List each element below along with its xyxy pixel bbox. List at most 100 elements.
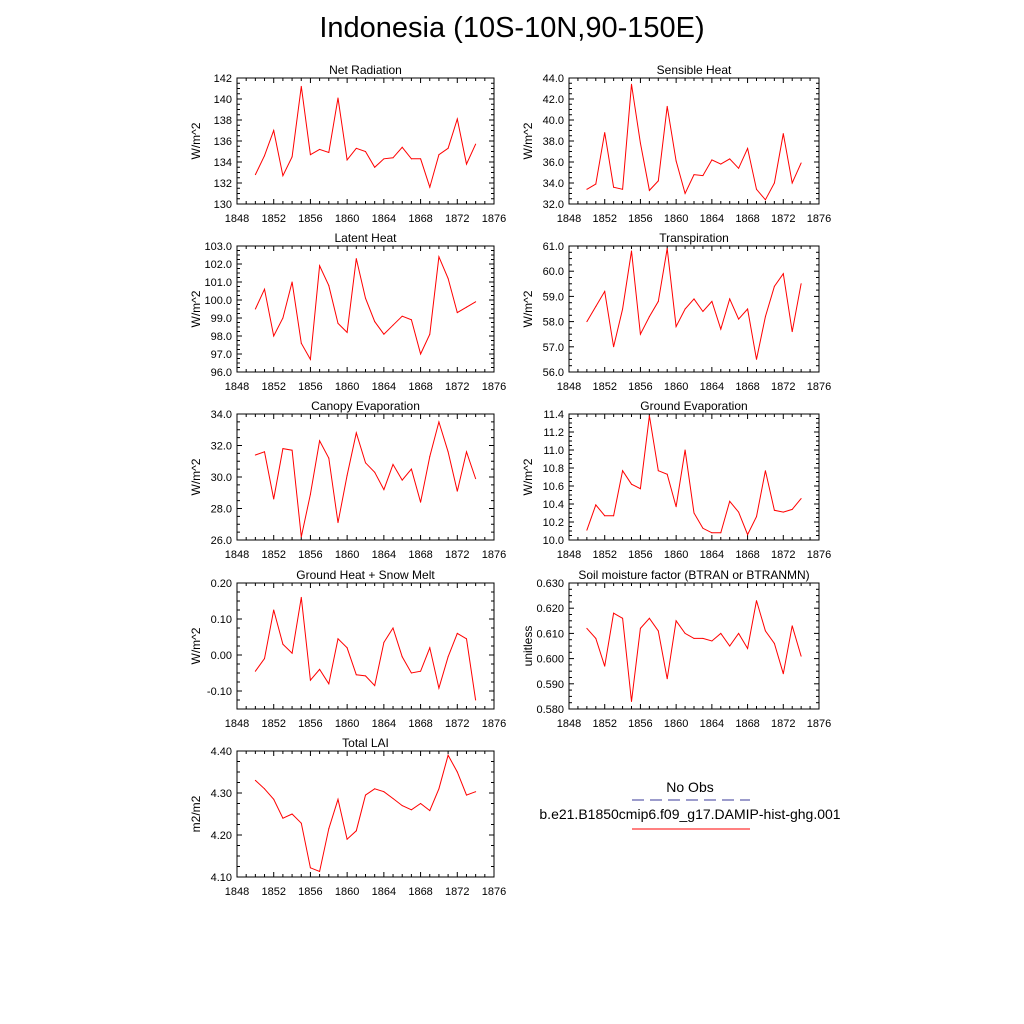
x-tick-label: 1864 <box>372 213 396 225</box>
chart-title: Transpiration <box>659 231 729 245</box>
data-point <box>282 817 284 819</box>
y-tick-label: 28.0 <box>211 504 232 516</box>
x-tick-label: 1848 <box>225 213 249 225</box>
data-point <box>328 683 330 685</box>
data-point <box>711 640 713 642</box>
chart-title: Soil moisture factor (BTRAN or BTRANMN) <box>578 568 809 582</box>
data-point <box>309 154 311 156</box>
data-point <box>773 182 775 184</box>
data-point <box>684 193 686 194</box>
data-point <box>648 617 650 619</box>
series-line <box>254 254 476 362</box>
data-point <box>264 451 266 453</box>
data-point <box>791 331 793 333</box>
data-point <box>604 132 606 134</box>
data-point <box>273 130 275 131</box>
data-point <box>420 501 422 503</box>
chart-svg: 1848 1852 1856 1860 1864 1868 1872 1876 4.10 4.20… <box>189 736 506 898</box>
x-tick-label: 1876 <box>807 549 831 561</box>
x-tick-label: 1864 <box>372 381 396 393</box>
data-point <box>291 156 293 158</box>
series-line <box>586 248 802 360</box>
y-tick-label: 98.0 <box>211 331 232 343</box>
data-point <box>374 321 376 323</box>
series-line <box>586 415 802 536</box>
y-tick-label: 30.0 <box>211 472 232 484</box>
data-point <box>365 794 366 796</box>
data-point <box>273 609 275 611</box>
data-point <box>675 620 677 622</box>
data-point <box>355 830 357 832</box>
data-point <box>392 463 394 465</box>
y-tick-label: 11.4 <box>543 409 564 421</box>
data-point <box>447 451 449 453</box>
data-point <box>729 158 731 160</box>
data-point <box>447 147 449 149</box>
data-point <box>648 415 650 417</box>
data-point <box>429 647 431 649</box>
data-point <box>254 308 256 310</box>
y-tick-label: 134 <box>214 157 232 169</box>
data-point <box>429 333 431 335</box>
data-point <box>773 642 775 644</box>
data-point <box>264 155 266 157</box>
y-tick-label: 11.2 <box>543 427 564 439</box>
y-tick-label: 42.0 <box>543 94 564 106</box>
data-point <box>465 638 467 640</box>
y-axis-label: W/m^2 <box>521 122 535 159</box>
data-point <box>657 180 659 182</box>
data-point <box>720 632 722 634</box>
y-tick-label: 100.0 <box>204 295 232 307</box>
data-point <box>447 656 449 658</box>
x-tick-label: 1852 <box>261 549 285 561</box>
data-point <box>639 142 641 144</box>
data-point <box>657 630 659 632</box>
data-point <box>475 699 477 701</box>
y-tick-label: 96.0 <box>211 367 232 379</box>
data-point <box>622 470 624 472</box>
x-tick-label: 1864 <box>372 718 396 730</box>
data-point <box>622 617 624 619</box>
x-tick-label: 1860 <box>664 718 688 730</box>
data-point <box>738 511 740 513</box>
x-tick-label: 1872 <box>445 381 469 393</box>
y-tick-label: 0.630 <box>536 578 564 590</box>
data-point <box>309 679 311 681</box>
data-point <box>747 648 749 650</box>
x-tick-label: 1856 <box>628 718 652 730</box>
data-point <box>800 655 802 657</box>
data-point <box>328 828 330 830</box>
data-point <box>328 285 330 287</box>
y-tick-label: 44.0 <box>543 73 564 85</box>
data-point <box>791 182 793 184</box>
data-point <box>300 85 302 87</box>
data-point <box>273 498 275 500</box>
chart-svg: 1848 1852 1856 1860 1864 1868 1872 1876 26.0 28.0… <box>189 399 506 561</box>
data-point <box>392 797 394 799</box>
data-point <box>420 158 422 160</box>
chart-panel-total-lai: 1848 1852 1856 1860 1864 1868 1872 1876 4.10 4.20… <box>189 736 506 898</box>
data-point <box>764 316 766 318</box>
data-point <box>782 673 784 675</box>
y-tick-label: 4.10 <box>211 872 232 884</box>
data-point <box>720 163 722 165</box>
data-point <box>392 627 394 629</box>
chart-title: Ground Evaporation <box>640 399 747 413</box>
data-point <box>729 298 731 300</box>
series-line <box>586 600 802 702</box>
data-point <box>420 670 422 672</box>
data-point <box>401 315 403 317</box>
x-tick-label: 1876 <box>807 718 831 730</box>
chart-svg: 1848 1852 1856 1860 1864 1868 1872 1876 -0.10 0.0… <box>189 568 506 730</box>
data-point <box>319 265 321 267</box>
x-tick-label: 1852 <box>261 381 285 393</box>
data-point <box>456 490 458 492</box>
chart-title: Total LAI <box>342 736 389 750</box>
x-tick-label: 1860 <box>335 549 359 561</box>
data-point <box>365 675 366 677</box>
x-tick-label: 1868 <box>735 213 759 225</box>
y-axis-label: W/m^2 <box>521 290 535 327</box>
data-point <box>300 342 302 344</box>
data-point <box>365 297 366 299</box>
x-tick-label: 1848 <box>557 381 581 393</box>
